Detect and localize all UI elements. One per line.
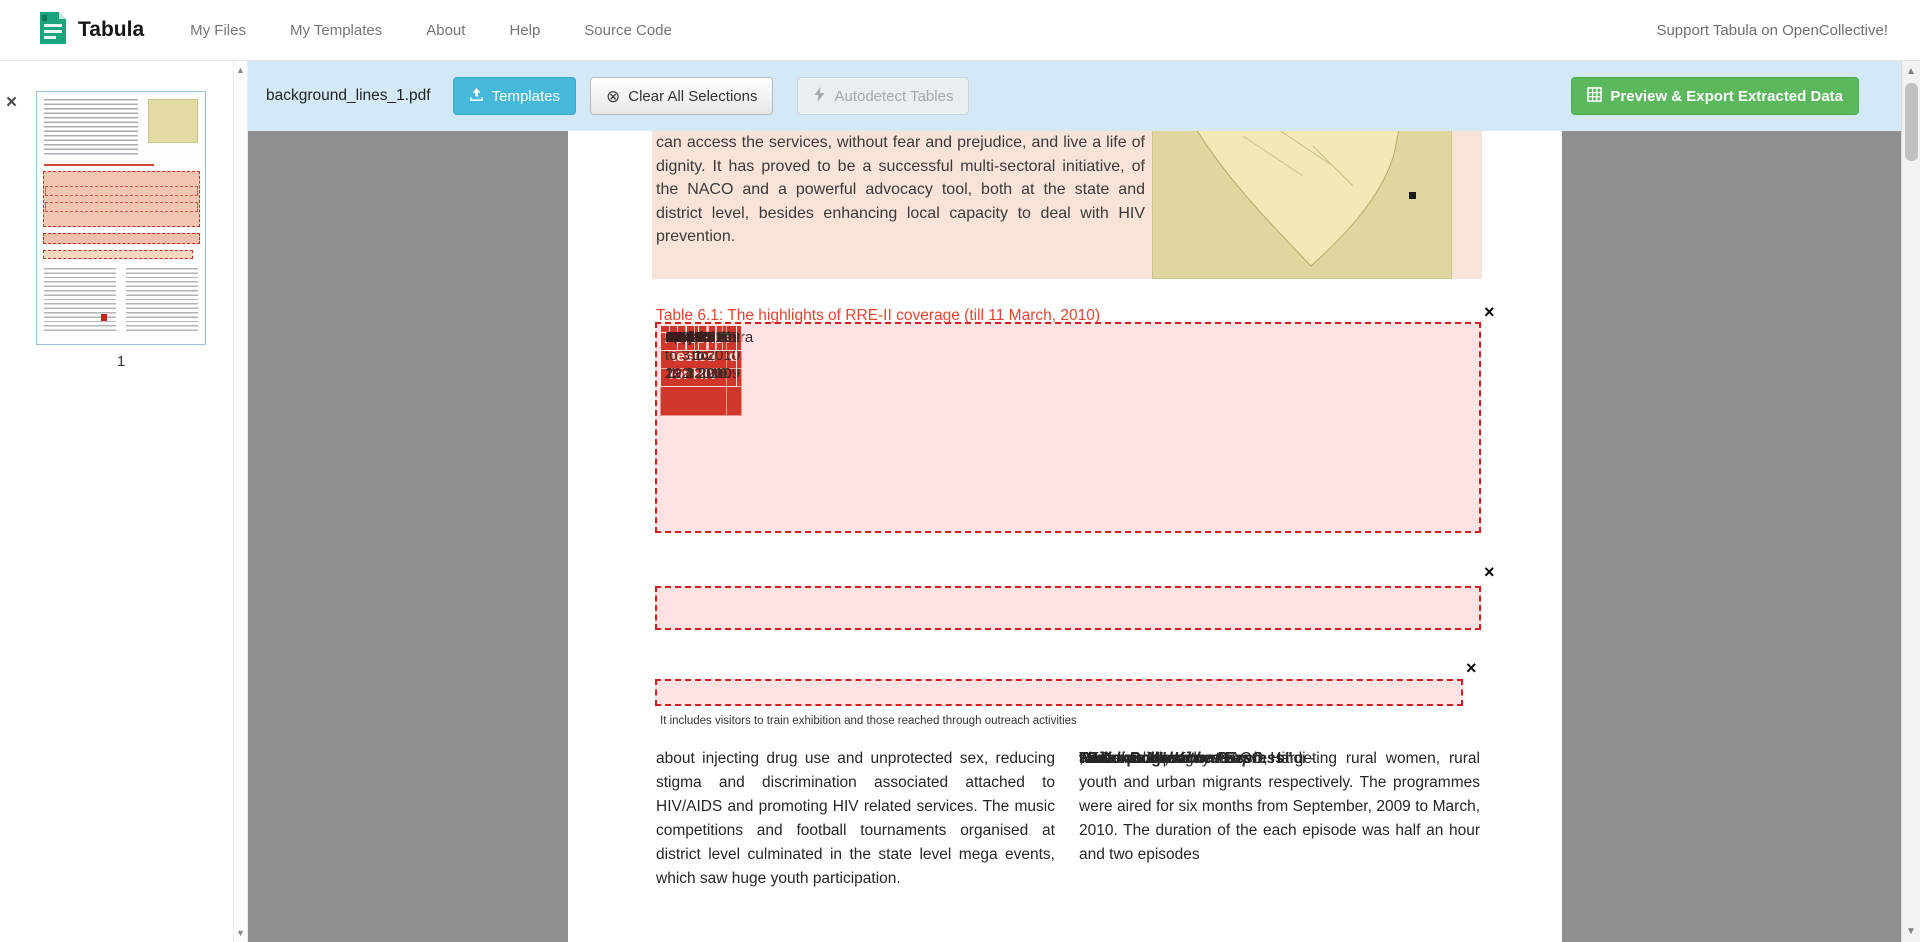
pdf-paragraph: can access the services, without fear an… [656, 134, 1145, 245]
clear-button-label: Clear All Selections [628, 87, 758, 105]
right-column-segment: were launched by NACO, targeting rural w… [1079, 750, 1480, 863]
table-cell: 10,644 [660, 325, 716, 351]
window-scrollbar[interactable]: ▲ ▼ [1901, 61, 1920, 942]
pdf-left-column: about injecting drug use and unprotected… [656, 750, 1055, 887]
map-legend-dot [1409, 192, 1416, 199]
page-thumbnail[interactable] [36, 91, 206, 345]
table-title: Table 6.1: The highlights of RRE-II cove… [656, 307, 1100, 324]
lightning-icon [813, 86, 826, 106]
autodetect-button-label: Autodetect Tables [834, 87, 954, 105]
sidebar-thumbnails: × 1 [0, 61, 233, 942]
thumb-text-block [44, 268, 116, 332]
selection-box[interactable] [655, 586, 1481, 630]
right-column-segment: Radio programmes: [1079, 750, 1226, 767]
opencollective-link[interactable]: Support Tabula on OpenCollective! [1656, 21, 1888, 39]
brand[interactable]: Tabula [38, 10, 144, 51]
right-column-segment: , [1079, 750, 1084, 767]
thumb-map [148, 99, 198, 143]
clear-all-selections-button[interactable]: ⊗ Clear All Selections [589, 77, 774, 115]
tabula-logo-icon [38, 10, 68, 51]
scrollbar-thumb[interactable] [1905, 83, 1918, 161]
nav-links: My Files My Templates About Help Source Code [190, 22, 716, 39]
circle-x-icon: ⊗ [605, 86, 621, 106]
thumb-text-block [126, 268, 198, 332]
nav-link-my-files[interactable]: My Files [190, 21, 246, 39]
india-map-image [1152, 131, 1452, 279]
page-number-label: 1 [116, 353, 126, 370]
scroll-up-icon[interactable]: ▲ [236, 65, 245, 75]
nav-link-help[interactable]: Help [509, 21, 541, 39]
thumb-text-block [44, 99, 138, 157]
scroll-down-icon[interactable]: ▼ [1906, 926, 1916, 937]
scroll-up-icon[interactable]: ▲ [1906, 66, 1916, 77]
sidebar-scrollbar[interactable]: ▲ ▼ [233, 61, 248, 942]
brand-name: Tabula [78, 18, 145, 41]
templates-button[interactable]: Templates [452, 77, 576, 115]
thumb-table-title [44, 164, 154, 166]
scroll-down-icon[interactable]: ▼ [236, 928, 245, 938]
preview-export-button[interactable]: Preview & Export Extracted Data [1571, 77, 1859, 115]
thumb-selection-box [43, 250, 193, 259]
selection-box[interactable] [655, 322, 1481, 533]
nav-link-my-templates[interactable]: My Templates [289, 21, 383, 39]
table-grid-icon [1587, 86, 1603, 106]
remove-selection-icon[interactable]: × [1484, 562, 1495, 582]
table-cell: 20.12.2009 to 3.1.2010 [660, 325, 746, 369]
pdf-workspace: can access the services, without fear an… [248, 131, 1901, 942]
right-column-segment: Three radio programmes in Hindi - [1079, 750, 1316, 767]
remove-selection-icon[interactable]: × [1466, 658, 1477, 678]
navbar: Tabula My Files My Templates About Help Sour… [0, 0, 1920, 61]
right-column-segment: “Babli Boli” [1079, 750, 1166, 767]
nav-link-source-code[interactable]: Source Code [584, 21, 672, 39]
toolbar: background_lines_1.pdf Templates ⊗ Clear… [248, 61, 1901, 131]
pdf-page[interactable]: can access the services, without fear an… [568, 131, 1562, 942]
thumb-selection-box [43, 171, 200, 227]
autodetect-tables-button: Autodetect Tables [797, 77, 970, 115]
right-column-segment: “5 Down Mohabbat Express” [1079, 750, 1292, 767]
selection-box[interactable] [655, 679, 1463, 706]
right-column-segment: “Kitne Door, Kitne Pass” [1079, 750, 1261, 767]
close-icon[interactable]: × [6, 92, 18, 113]
upload-icon [469, 87, 484, 106]
thumb-selection-box [43, 233, 200, 244]
filename-label: background_lines_1.pdf [266, 87, 431, 104]
export-button-label: Preview & Export Extracted Data [1610, 87, 1843, 105]
remove-selection-icon[interactable]: × [1484, 302, 1495, 322]
table-footnote: It includes visitors to train exhibition… [660, 715, 1077, 727]
nav-link-about[interactable]: About [426, 21, 466, 39]
thumb-marker [101, 314, 107, 321]
templates-button-label: Templates [491, 87, 560, 105]
right-column-segment: and [1079, 750, 1105, 767]
